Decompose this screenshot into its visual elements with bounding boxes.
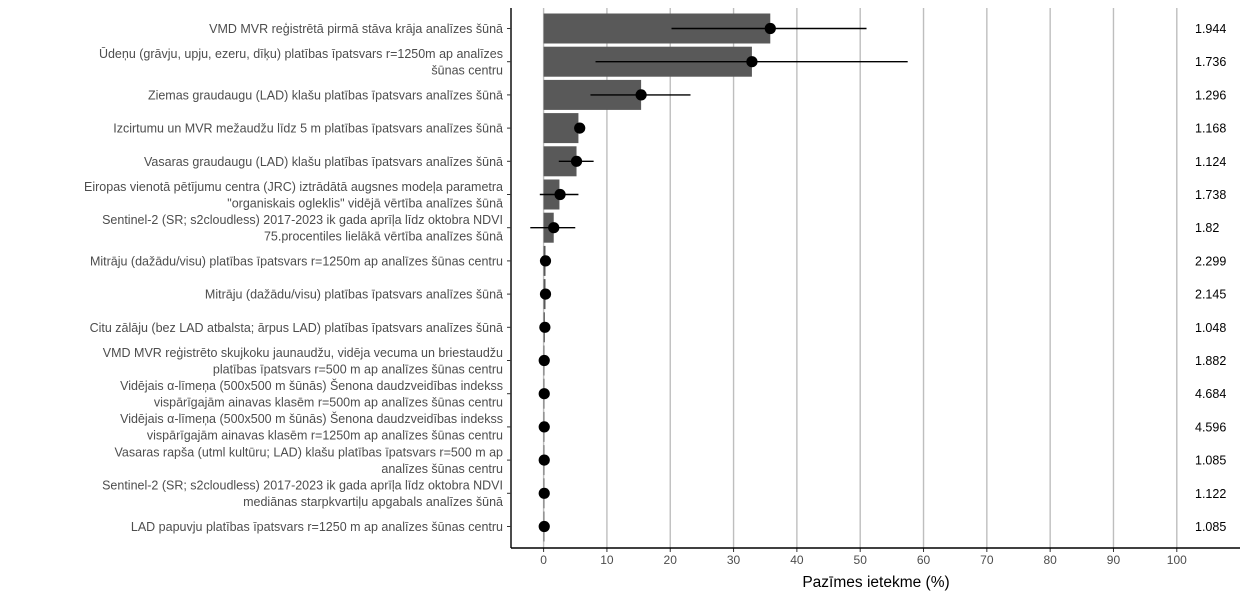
x-tick-label: 0	[540, 553, 547, 567]
x-tick-label: 50	[854, 553, 868, 567]
x-tick-label: 40	[790, 553, 804, 567]
right-value-label: 1.82	[1195, 221, 1219, 235]
point	[574, 122, 586, 134]
category-label: Mitrāju (dažādu/visu) platības īpatsvars…	[90, 254, 503, 268]
category-label: Ūdeņu (grāvju, upju, ezeru, dīķu) platīb…	[99, 47, 503, 61]
right-label-layer: 1.944 1.736 1.296 1.168 1.124 1.738 1.82 2.299 2…	[1195, 22, 1226, 534]
category-label: Mitrāju (dažādu/visu) platības īpatsvars…	[205, 288, 503, 302]
category-label: vispārīgajām ainavas klasēm r=500m ap an…	[154, 395, 503, 409]
category-label: platības īpatsvars r=500 m ap analīzes š…	[213, 362, 503, 376]
point	[635, 89, 647, 101]
right-value-label: 1.944	[1195, 22, 1226, 36]
bar	[543, 113, 579, 144]
x-axis-title: Pazīmes ietekme (%)	[802, 574, 949, 591]
category-label: VMD MVR reģistrēto skujkoku jaunaudžu, v…	[103, 346, 503, 360]
point	[548, 222, 560, 234]
point	[539, 321, 551, 333]
x-tick-label: 80	[1043, 553, 1057, 567]
category-label: VMD MVR reģistrētā pirmā stāva krāja ana…	[209, 22, 503, 36]
point	[539, 288, 552, 300]
right-value-label: 1.085	[1195, 454, 1226, 468]
x-tick-label: 10	[600, 553, 614, 567]
category-label: Sentinel-2 (SR; s2cloudless) 2017-2023 i…	[102, 479, 503, 493]
category-label: "organiskais ogleklis" vidējā vērtība an…	[227, 196, 503, 210]
right-value-label: 1.736	[1195, 55, 1226, 69]
x-tick-label: 60	[917, 553, 931, 567]
bar-layer	[543, 13, 771, 542]
category-label: Ziemas graudaugu (LAD) klašu platības īp…	[148, 88, 503, 102]
right-value-label: 1.085	[1195, 520, 1226, 534]
point	[764, 22, 776, 35]
right-value-label: 2.145	[1195, 288, 1226, 302]
point	[538, 454, 550, 466]
x-tick-label: 100	[1167, 553, 1187, 567]
right-value-label: 1.168	[1195, 122, 1226, 136]
axis-layer: 0 10 20 30 40 50 60 70 80 90 100	[507, 8, 1240, 567]
point-layer	[538, 22, 776, 533]
point	[538, 520, 550, 533]
right-value-label: 1.124	[1195, 155, 1226, 169]
category-label: mediānas starpkvartiļu apgabals analīzes…	[243, 495, 503, 509]
category-label-layer: VMD MVR reģistrētā pirmā stāva krāja ana…	[84, 22, 503, 534]
category-label: analīzes šūnas centru	[381, 462, 503, 476]
right-value-label: 1.738	[1195, 188, 1226, 202]
category-label: Citu zālāju (bez LAD atbalsta; ārpus LAD…	[90, 321, 503, 335]
x-tick-label: 20	[664, 553, 678, 567]
category-label: Sentinel-2 (SR; s2cloudless) 2017-2023 i…	[102, 213, 503, 227]
x-tick-label: 70	[980, 553, 994, 567]
point	[570, 155, 583, 167]
category-label: Vasaras rapša (utml kultūru; LAD) klašu …	[115, 445, 504, 459]
x-tick-label: 90	[1107, 553, 1121, 567]
point	[538, 388, 550, 400]
right-value-label: 1.882	[1195, 354, 1226, 368]
right-value-label: 1.296	[1195, 88, 1226, 102]
category-label: Eiropas vienotā pētījumu centra (JRC) iz…	[84, 180, 503, 194]
category-label: LAD papuvju platības īpatsvars r=1250 m …	[131, 520, 503, 534]
x-tick-label: 30	[727, 553, 741, 567]
category-label: vispārīgajām ainavas klasēm r=1250m ap a…	[147, 429, 503, 443]
right-value-label: 1.122	[1195, 487, 1226, 501]
point	[554, 188, 566, 201]
category-label: Vasaras graudaugu (LAD) klašu platības ī…	[144, 155, 503, 169]
right-value-label: 4.596	[1195, 420, 1226, 434]
point	[539, 255, 552, 267]
category-label: Vidējais α-līmeņa (500x500 m šūnās) Šeno…	[120, 411, 503, 426]
right-value-label: 1.048	[1195, 321, 1226, 335]
point	[538, 487, 550, 499]
point	[538, 421, 550, 433]
point	[538, 354, 550, 367]
category-label: šūnas centru	[431, 63, 503, 77]
point	[746, 56, 758, 68]
category-label: Izcirtumu un MVR mežaudžu līdz 5 m platī…	[113, 122, 503, 136]
category-label: Vidējais α-līmeņa (500x500 m šūnās) Šeno…	[120, 378, 503, 393]
right-value-label: 4.684	[1195, 387, 1226, 401]
category-label: 75.procentiles lielākā vērtība analīzes …	[264, 229, 503, 243]
right-value-label: 2.299	[1195, 254, 1226, 268]
